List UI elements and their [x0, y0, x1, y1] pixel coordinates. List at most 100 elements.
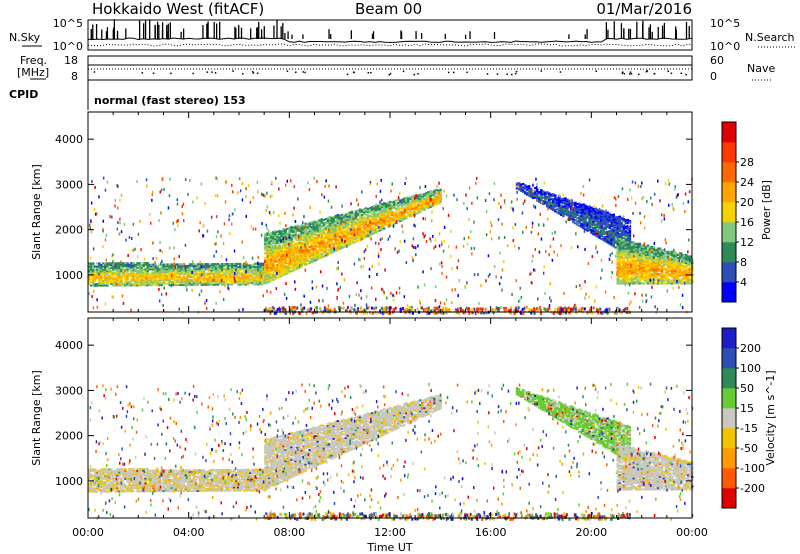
heatmap-cell: [88, 265, 91, 268]
heatmap-cell: [306, 251, 309, 254]
heatmap-cell: [689, 257, 692, 260]
heatmap-speck: [476, 196, 479, 200]
heatmap-cell: [206, 279, 210, 282]
heatmap-cell: [346, 244, 350, 247]
heatmap-cell: [280, 248, 283, 251]
heatmap-cell: [364, 221, 368, 224]
heatmap-cell: [652, 249, 656, 252]
heatmap-cell: [632, 272, 636, 275]
heatmap-cell: [433, 197, 436, 200]
heatmap-cell: [98, 270, 101, 273]
heatmap-cell: [616, 253, 620, 256]
heatmap-cell: [664, 263, 668, 266]
heatmap-cell: [316, 253, 320, 256]
heatmap-cell: [650, 282, 654, 285]
heatmap-speck: [337, 288, 339, 292]
heatmap-speck: [104, 238, 107, 242]
heatmap-cell: [670, 253, 674, 256]
heatmap-cell: [378, 229, 382, 232]
heatmap-cell: [251, 278, 254, 281]
heatmap-cell: [202, 279, 206, 282]
heatmap-cell: [344, 240, 348, 243]
heatmap-cell: [326, 253, 330, 256]
heatmap-speck: [412, 259, 414, 262]
heatmap-speck: [608, 257, 611, 261]
heatmap-cell: [586, 205, 589, 208]
heatmap-cell: [140, 281, 143, 284]
heatmap-cell: [118, 284, 121, 287]
heatmap-cell: [620, 223, 624, 226]
heatmap-speck: [163, 286, 165, 290]
heatmap-cell: [274, 266, 277, 269]
heatmap-cell: [245, 275, 248, 278]
heatmap-cell: [590, 209, 593, 212]
heatmap-cell: [622, 263, 626, 266]
heatmap-cell: [356, 228, 360, 231]
heatmap-cell: [292, 236, 295, 239]
heatmap-cell: [312, 231, 316, 234]
heatmap-cell: [226, 282, 230, 285]
heatmap-cell: [678, 263, 682, 266]
heatmap-cell: [564, 213, 567, 216]
heatmap-cell: [158, 279, 162, 282]
heatmap-speck: [200, 273, 203, 277]
heatmap-cell: [578, 205, 581, 208]
heatmap-cell: [259, 278, 262, 281]
heatmap-cell: [380, 223, 384, 226]
heatmap-cell: [550, 203, 553, 206]
heatmap-cell: [584, 218, 587, 221]
heatmap-cell: [358, 222, 362, 225]
heatmap-cell: [218, 277, 222, 280]
heatmap-speck: [252, 227, 254, 231]
heatmap-cell: [397, 216, 400, 219]
heatmap-cell: [666, 252, 670, 255]
heatmap-cell: [413, 207, 416, 210]
freq-dot: [447, 71, 450, 74]
heatmap-cell: [338, 235, 342, 238]
heatmap-cell: [562, 202, 565, 205]
heatmap-cell: [241, 283, 244, 286]
heatmap-speck: [434, 285, 437, 289]
heatmap-speck: [439, 262, 441, 266]
heatmap-cell: [142, 282, 145, 285]
heatmap-cell: [350, 232, 354, 235]
heatmap-cell: [344, 237, 348, 240]
heatmap-cell: [415, 196, 418, 199]
heatmap-cell: [212, 274, 216, 277]
heatmap-cell: [108, 263, 111, 266]
heatmap-cell: [204, 280, 208, 283]
heatmap-cell: [168, 266, 172, 269]
heatmap-cell: [676, 261, 680, 264]
heatmap-cell: [630, 268, 634, 271]
heatmap-cell: [253, 280, 256, 283]
heatmap-cell: [330, 246, 334, 249]
heatmap-cell: [239, 274, 242, 277]
heatmap-cell: [322, 239, 326, 242]
heatmap-cell: [648, 268, 652, 271]
heatmap-cell: [276, 264, 279, 267]
heatmap-cell: [401, 204, 404, 207]
heatmap-cell: [320, 245, 324, 248]
freq-dot: [515, 70, 518, 73]
heatmap-speck: [605, 209, 607, 213]
heatmap-cell: [108, 262, 111, 265]
heatmap-cell: [222, 277, 226, 280]
heatmap-cell: [356, 239, 360, 242]
heatmap-cell: [385, 218, 388, 221]
heatmap-cell: [618, 266, 622, 269]
heatmap-cell: [306, 248, 309, 251]
heatmap-cell: [330, 232, 334, 235]
heatmap-speck: [602, 209, 604, 213]
heatmap-cell: [296, 259, 299, 262]
heatmap-cell: [272, 251, 275, 254]
heatmap-cell: [332, 238, 336, 241]
heatmap-cell: [558, 207, 561, 210]
heatmap-cell: [150, 279, 153, 282]
heatmap-cell: [682, 269, 686, 272]
heatmap-cell: [544, 197, 547, 200]
heatmap-cell: [266, 262, 269, 265]
heatmap-cell: [634, 276, 638, 279]
heatmap-cell: [678, 257, 682, 260]
heatmap-cell: [346, 218, 350, 221]
heatmap-cell: [296, 229, 299, 232]
